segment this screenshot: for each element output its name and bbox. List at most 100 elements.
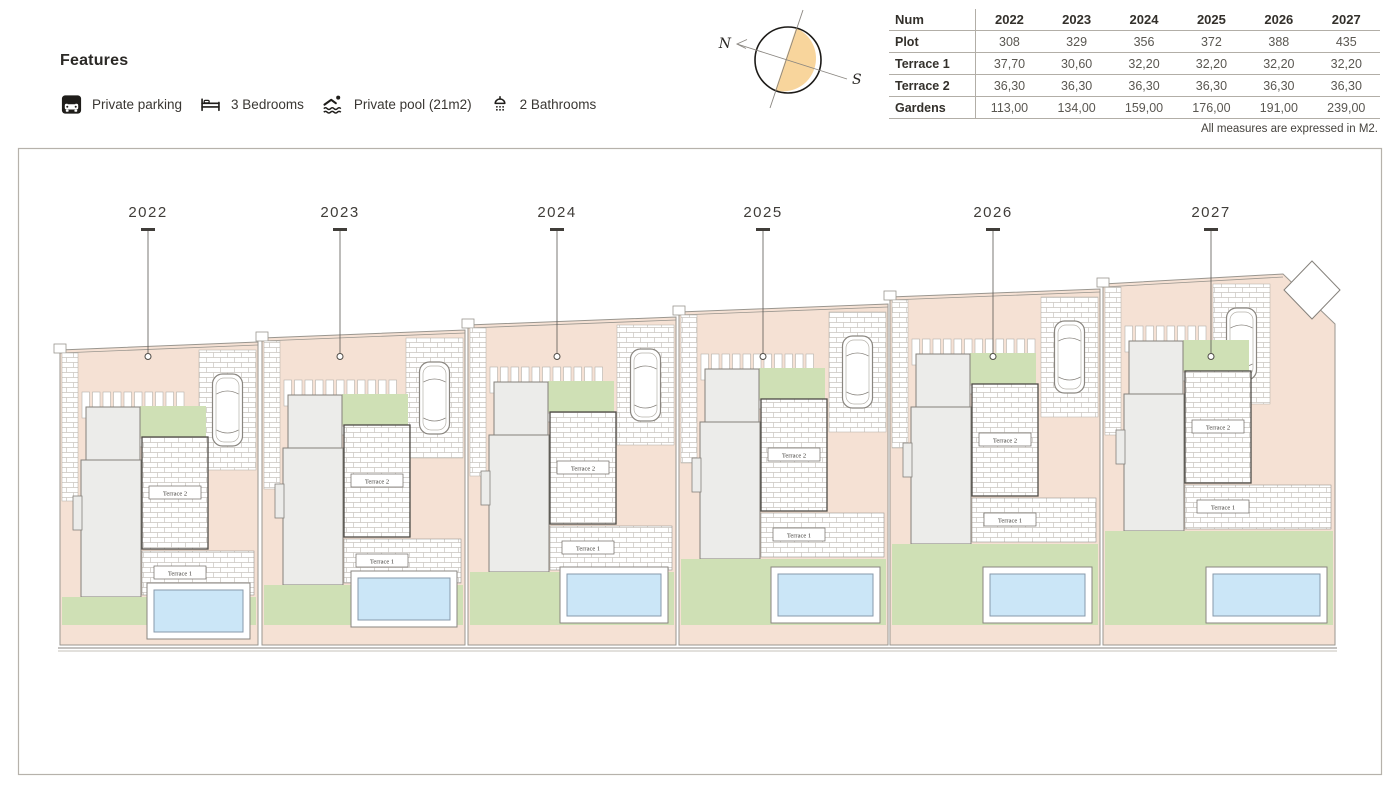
table-row-label: Terrace 1 xyxy=(889,52,976,75)
table-year-header: 2024 xyxy=(1110,9,1178,31)
car-icon xyxy=(1053,320,1086,394)
table-cell: 32,20 xyxy=(1312,52,1380,75)
terrace-2-label: Terrace 2 xyxy=(365,479,389,486)
brick-wall xyxy=(469,327,487,477)
brick-wall xyxy=(61,352,79,502)
plot-2026: Terrace 2 Terrace 1 xyxy=(883,288,1101,646)
measures-table-head: Num 2022 2023 2024 2025 2026 2027 xyxy=(889,9,1380,31)
brick-wall xyxy=(1104,286,1122,436)
pool xyxy=(1205,566,1328,624)
plot-year-label: 2025 xyxy=(743,204,782,221)
terrace-2-label: Terrace 2 xyxy=(1206,425,1230,432)
plot-2025: Terrace 2 Terrace 1 xyxy=(672,303,889,646)
brick-wall xyxy=(680,314,698,464)
table-cell: 329 xyxy=(1042,30,1111,53)
compass-circle xyxy=(754,26,822,94)
feature-item-bedrooms: 3 Bedrooms xyxy=(199,93,304,116)
garden-patch xyxy=(1183,340,1249,371)
leader-dot xyxy=(989,353,997,360)
louvre-slats xyxy=(283,379,397,407)
leader-dot xyxy=(553,353,561,360)
table-cell: 36,30 xyxy=(975,74,1043,97)
bed-icon xyxy=(199,93,222,116)
north-label: N xyxy=(718,36,732,52)
leader-dot xyxy=(759,353,767,360)
table-corner-header: Num xyxy=(889,9,976,31)
feature-label: Private parking xyxy=(92,96,183,112)
plot-2024: Terrace 2 Terrace 1 xyxy=(461,316,677,646)
garden-patch xyxy=(140,406,206,437)
corner-diamond xyxy=(1283,260,1341,320)
compass-shaded-half xyxy=(775,28,817,92)
terrace-2-label: Terrace 2 xyxy=(782,453,806,460)
terrace-2-label: Terrace 2 xyxy=(571,466,595,473)
table-footnote: All measures are expressed in M2. xyxy=(1200,123,1378,135)
louvre-slats xyxy=(700,353,814,381)
table-cell: 372 xyxy=(1177,30,1246,53)
table-cell: 239,00 xyxy=(1312,96,1380,119)
table-cell: 36,30 xyxy=(1312,74,1380,97)
terrace-2-label: Terrace 2 xyxy=(993,438,1017,445)
garden-patch xyxy=(759,368,825,399)
leader-tick xyxy=(756,228,770,231)
feature-label: 3 Bedrooms xyxy=(231,96,304,112)
pool-icon xyxy=(321,92,345,116)
south-label: S xyxy=(852,72,862,88)
pool xyxy=(982,566,1093,624)
table-year-header: 2027 xyxy=(1312,9,1380,31)
features-list: Private parking 3 Bedrooms xyxy=(60,92,596,116)
table-cell: 32,20 xyxy=(1177,52,1246,75)
table-row: Terrace 2 36,30 36,30 36,30 36,30 36,30 36,30 xyxy=(889,74,1380,97)
feature-label: Private pool (21m2) xyxy=(353,96,472,112)
table-cell: 356 xyxy=(1110,30,1178,53)
table-cell: 159,00 xyxy=(1110,96,1178,119)
terrace-1-label: Terrace 1 xyxy=(370,559,394,566)
table-cell: 176,00 xyxy=(1177,96,1246,119)
compass-needle xyxy=(736,43,848,80)
plot-leader-2024: 2024 xyxy=(537,204,576,360)
plot-2022: Terrace 2 Terrace 1 xyxy=(53,341,259,646)
pool xyxy=(559,566,669,624)
pool xyxy=(350,570,458,628)
car-icon xyxy=(841,335,874,409)
terrace-1-label: Terrace 1 xyxy=(168,571,192,578)
table-row-label: Gardens xyxy=(889,96,976,119)
terrace-2-label: Terrace 2 xyxy=(163,491,187,498)
plot-leader-2025: 2025 xyxy=(743,204,782,360)
features-section: Features Private parking xyxy=(60,52,596,116)
table-cell: 308 xyxy=(975,30,1043,53)
plot-year-label: 2027 xyxy=(1191,204,1230,221)
table-year-header: 2023 xyxy=(1042,9,1111,31)
plot-year-label: 2023 xyxy=(320,204,359,221)
car-icon xyxy=(211,373,244,447)
garden-patch xyxy=(342,394,408,425)
table-cell: 435 xyxy=(1312,30,1380,53)
measures-table-body: Plot 308 329 356 372 388 435 Terrace 1 37,70 30,6… xyxy=(889,30,1380,119)
plot-year-label: 2024 xyxy=(537,204,576,221)
brick-wall xyxy=(263,340,281,490)
house-footprint xyxy=(480,381,550,573)
table-cell: 113,00 xyxy=(975,96,1043,119)
plot-2027: Terrace 2 Terrace 1 xyxy=(1096,260,1341,646)
feature-item-bathrooms: 2 Bathrooms xyxy=(489,93,596,116)
compass-divider-line xyxy=(769,9,804,109)
leader-dot xyxy=(1207,353,1215,360)
measures-table: Num 2022 2023 2024 2025 2026 2027 Plot 308 329 35… xyxy=(889,9,1380,119)
car-icon xyxy=(629,348,662,422)
leader-dot xyxy=(336,353,344,360)
terrace-1-label: Terrace 1 xyxy=(1211,505,1235,512)
leader-tick xyxy=(333,228,347,231)
table-cell: 388 xyxy=(1245,30,1313,53)
plot-year-label: 2022 xyxy=(128,204,167,221)
pool xyxy=(770,566,881,624)
plan-border xyxy=(17,147,1383,776)
table-row-label: Terrace 2 xyxy=(889,74,976,97)
louvre-slats xyxy=(81,391,185,419)
compass: N S xyxy=(718,9,862,109)
leader-tick xyxy=(141,228,155,231)
plot-leader-2026: 2026 xyxy=(973,204,1011,360)
table-row-label: Plot xyxy=(889,30,976,53)
table-year-header: 2026 xyxy=(1245,9,1313,31)
